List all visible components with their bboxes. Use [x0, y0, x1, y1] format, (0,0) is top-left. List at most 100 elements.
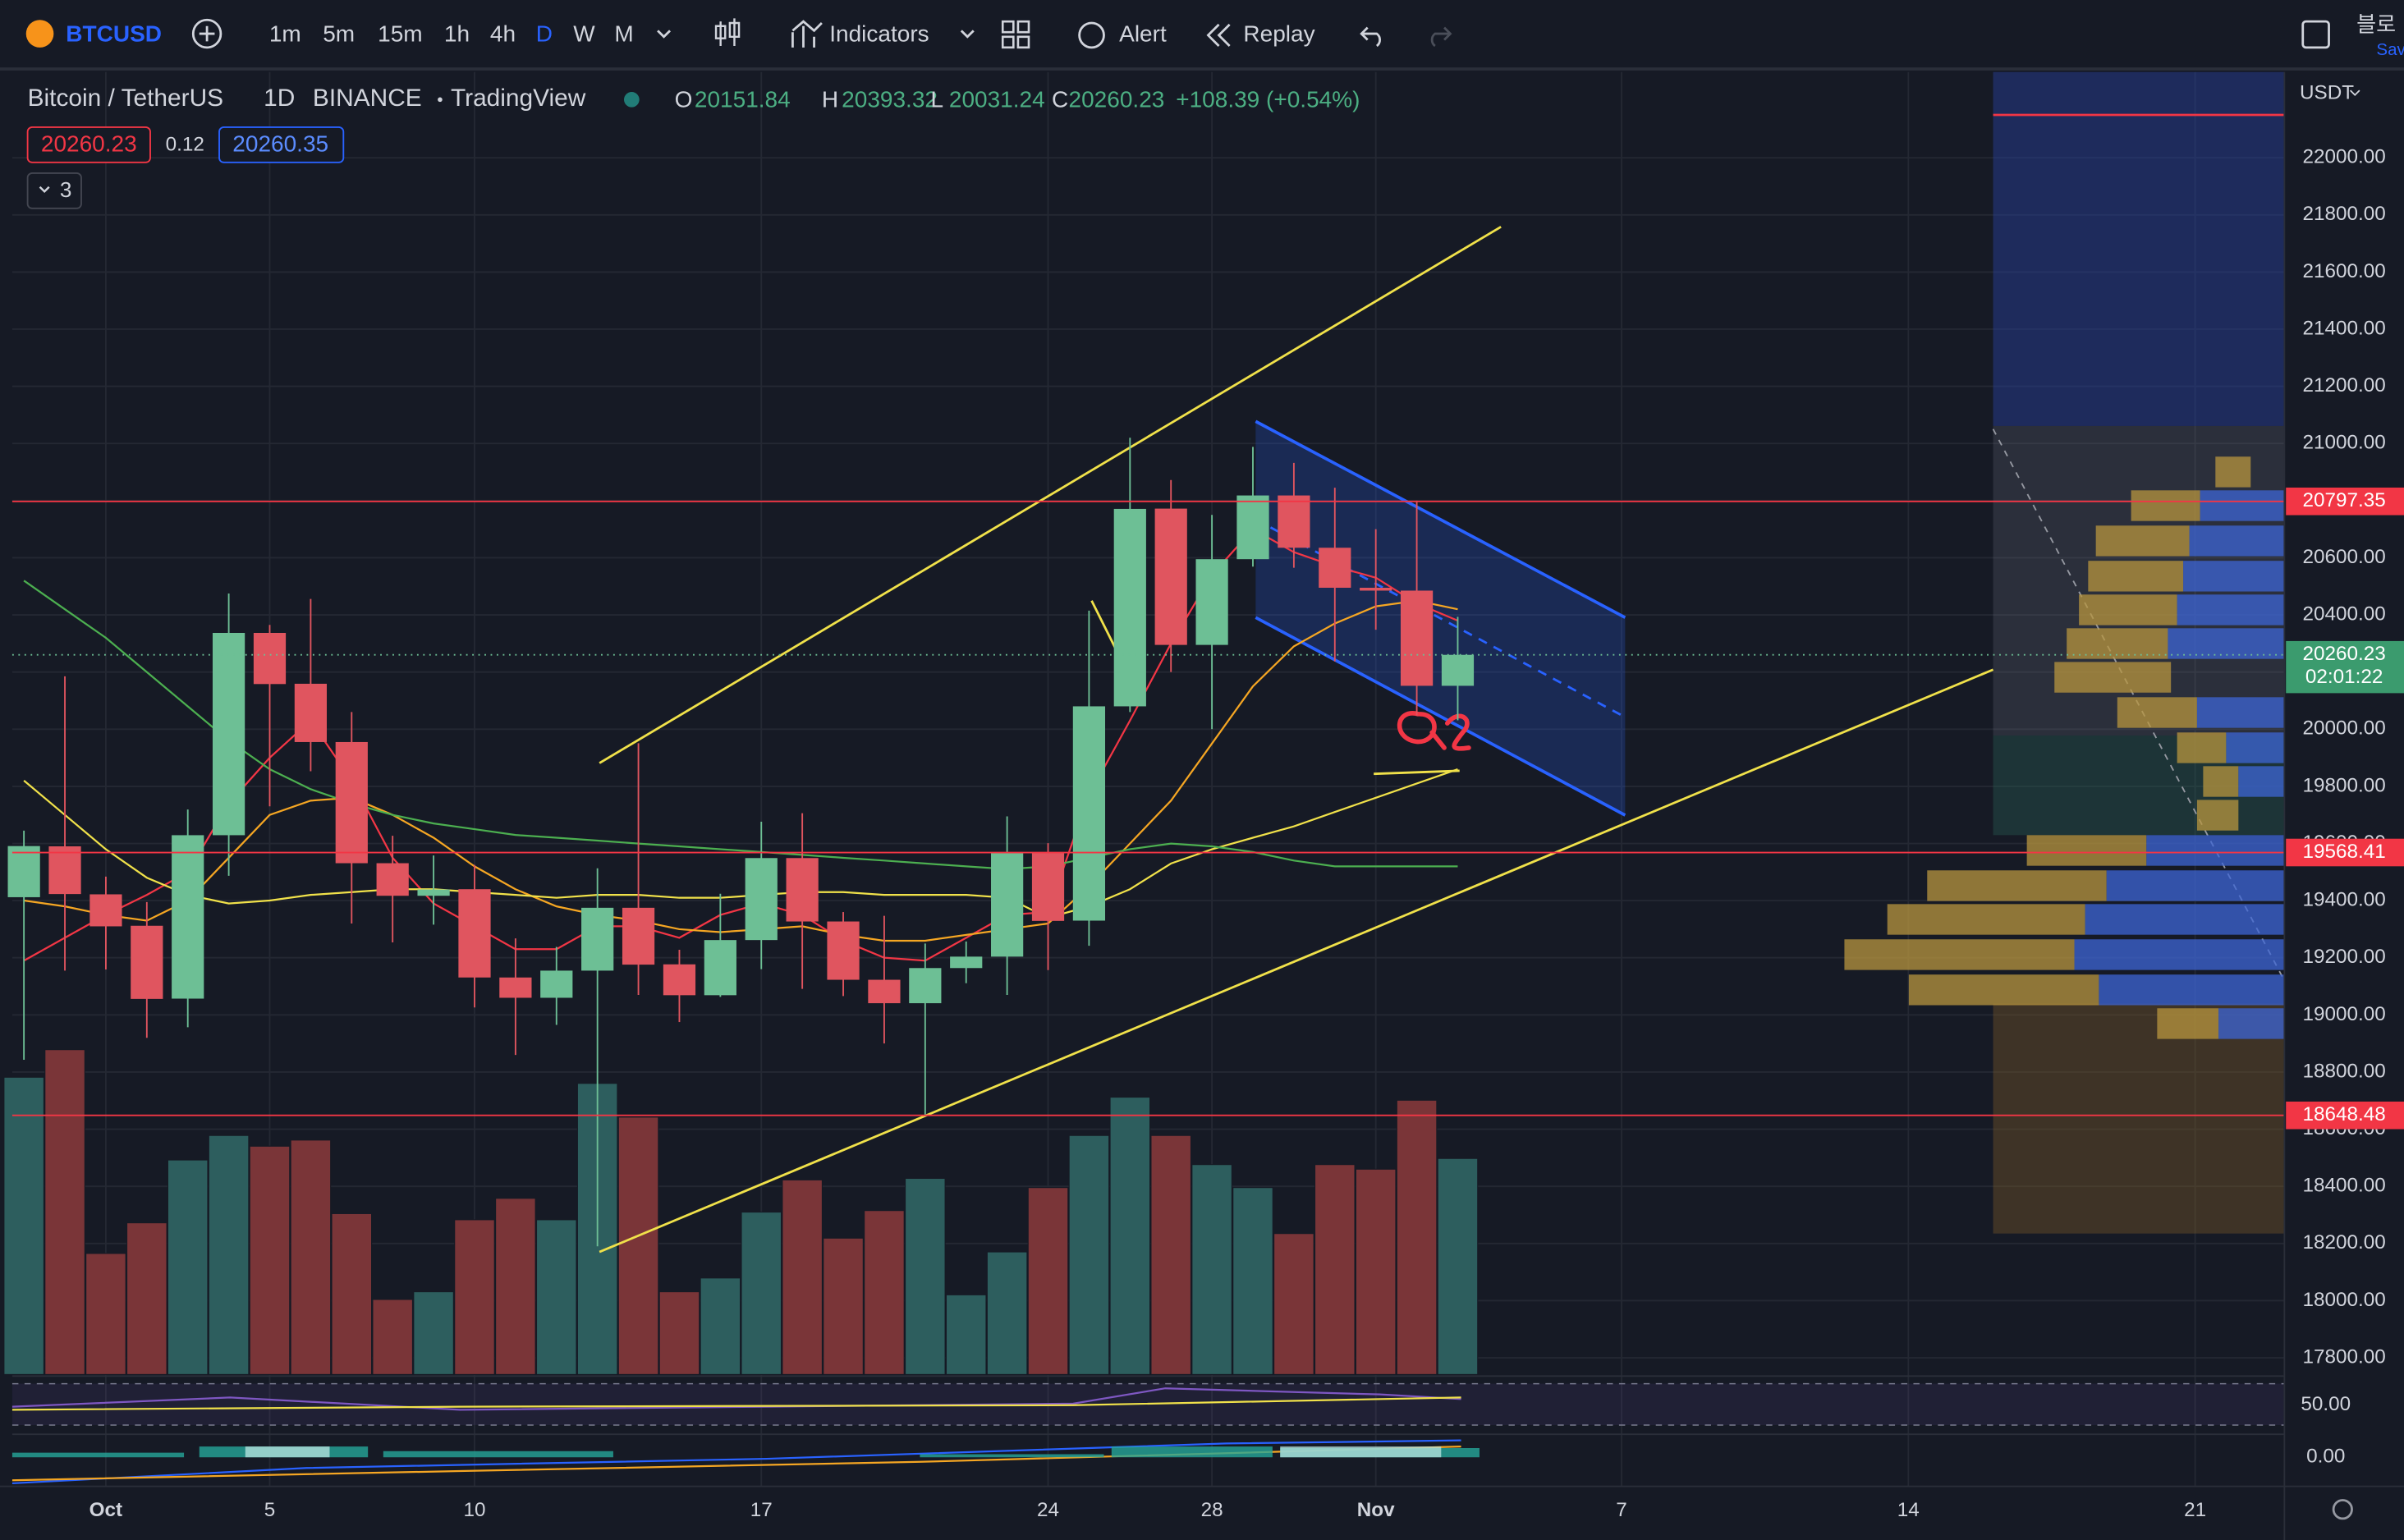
legend-source: TradingView — [451, 85, 586, 112]
indicators-button[interactable]: Indicators — [829, 21, 929, 46]
candle-body — [991, 851, 1024, 957]
candle-body — [1360, 587, 1392, 591]
legend-interval: 1D — [264, 85, 295, 112]
add-symbol[interactable] — [191, 18, 223, 49]
candle-body — [417, 889, 450, 896]
y-tick-label: 21000.00 — [2303, 432, 2386, 454]
fullscreen[interactable] — [2301, 20, 2330, 49]
channel-top — [1255, 419, 1626, 619]
volume-bar — [85, 1253, 126, 1375]
candle-body — [1236, 495, 1269, 560]
currency[interactable]: USDT — [2300, 81, 2354, 103]
profile-up-volume — [2196, 800, 2239, 831]
interval[interactable]: W — [573, 21, 595, 46]
alert-icon[interactable] — [1078, 21, 1105, 49]
y-tick-label: 21400.00 — [2303, 317, 2386, 339]
account-menu[interactable]: 블로 — [2356, 12, 2396, 37]
settings-icon[interactable] — [2332, 1499, 2353, 1520]
indicators-icon[interactable] — [791, 20, 823, 48]
ohlc-o: O — [675, 87, 693, 112]
interval[interactable]: 1m — [269, 21, 301, 46]
x-tick-label: Oct — [89, 1499, 122, 1521]
price-scale-bg — [2284, 71, 2404, 1487]
indicator-tick-label: 0.00 — [2306, 1446, 2345, 1468]
x-tick-label: 21 — [2184, 1499, 2206, 1521]
ohlc-l: L — [930, 87, 943, 112]
candle-body — [827, 921, 860, 980]
layout-icon[interactable] — [1001, 20, 1030, 49]
volume-bar — [1273, 1233, 1314, 1375]
alert-button[interactable]: Alert — [1119, 21, 1167, 46]
volume-bar — [782, 1179, 823, 1375]
macd-histogram-light — [245, 1446, 1442, 1458]
trend-line-tail — [1374, 769, 1460, 776]
ohlc-high: 20393.32 — [842, 87, 938, 112]
volume-bar — [331, 1212, 373, 1375]
indicator-toggle[interactable] — [26, 172, 82, 209]
interval[interactable]: 15m — [378, 21, 422, 46]
volume-bar — [823, 1237, 864, 1375]
save-button[interactable]: Sav — [2376, 40, 2404, 59]
profile-up-volume — [1927, 870, 2107, 901]
y-tick-label: 18000.00 — [2303, 1289, 2386, 1311]
ohlc-c: C — [1052, 87, 1068, 112]
profile-up-volume — [2131, 490, 2200, 521]
symbol[interactable]: BTCUSD — [66, 21, 162, 46]
undo[interactable] — [1360, 26, 1381, 48]
replay-icon[interactable] — [1206, 23, 1231, 47]
candle-body — [622, 907, 655, 965]
interval[interactable]: 5m — [323, 21, 355, 46]
profile-down-volume — [2177, 594, 2285, 626]
indicators-chevron[interactable] — [960, 30, 975, 39]
y-tick-label: 19200.00 — [2303, 946, 2386, 968]
ask-price[interactable]: 20260.35 — [232, 131, 328, 157]
x-tick-label: 7 — [1616, 1499, 1627, 1521]
profile-down-volume — [2099, 974, 2285, 1006]
redo[interactable] — [1430, 26, 1452, 48]
bid-price[interactable]: 20260.23 — [41, 131, 137, 157]
x-tick-label: 10 — [463, 1499, 485, 1521]
moving-average — [23, 599, 1458, 942]
candle-body — [704, 940, 736, 996]
candle-body — [868, 979, 901, 1004]
current-price-label: 20260.23 — [2303, 643, 2386, 665]
trend-line-short — [1090, 600, 1117, 651]
spread: 0.12 — [166, 134, 204, 156]
y-tick-label: 19000.00 — [2303, 1003, 2386, 1025]
profile-down-volume — [2238, 766, 2285, 797]
candle-body — [581, 907, 614, 971]
interval[interactable]: 4h — [490, 21, 516, 46]
interval[interactable]: M — [614, 21, 633, 46]
y-tick-label: 21800.00 — [2303, 203, 2386, 225]
buy-box[interactable] — [218, 126, 345, 163]
volume-bar — [864, 1210, 905, 1375]
current-price-label-bg — [2286, 640, 2404, 694]
candle-body — [909, 968, 942, 1004]
candle-body — [131, 925, 163, 999]
volume-bar — [1191, 1164, 1232, 1375]
replay-button[interactable]: Replay — [1243, 21, 1314, 46]
sell-box[interactable] — [26, 126, 151, 163]
x-tick-label: 28 — [1201, 1499, 1223, 1521]
candle-body — [786, 858, 819, 922]
interval[interactable]: 1h — [444, 21, 470, 46]
intervals: 1m 5m 15m 1h 4h D W M — [269, 21, 634, 46]
indicator-panes — [11, 1375, 2285, 1485]
profile-up-volume — [2157, 1008, 2219, 1039]
profile-up-volume — [2067, 628, 2168, 659]
market-status — [624, 92, 640, 108]
interval[interactable]: D — [536, 21, 553, 46]
profile-down-volume — [2106, 870, 2285, 901]
profile-down-volume — [2074, 939, 2285, 970]
macd-histogram — [11, 1446, 1480, 1458]
ohlc-open: 20151.84 — [695, 87, 791, 112]
interval-chevron[interactable] — [657, 30, 672, 39]
volume-bar — [1109, 1096, 1151, 1375]
chart-type-icon[interactable] — [714, 18, 741, 46]
ohlc-h: H — [822, 87, 838, 112]
y-tick-label: 20600.00 — [2303, 546, 2386, 568]
candle-body — [1319, 548, 1351, 588]
candle-body — [1154, 508, 1187, 645]
profile-up-volume — [2026, 835, 2147, 866]
channel-bottom — [1255, 616, 1626, 817]
